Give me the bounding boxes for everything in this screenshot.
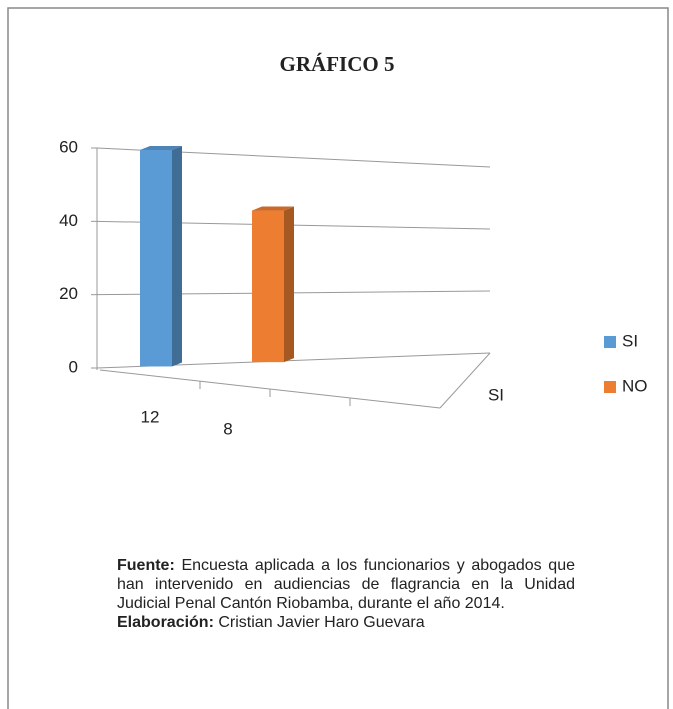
- frame: [7, 7, 669, 709]
- y-tick-label: 20: [59, 284, 78, 303]
- bar: [252, 210, 284, 363]
- legend-label: NO: [622, 376, 648, 395]
- author-label: Elaboración:: [117, 614, 214, 631]
- bar-top: [140, 145, 182, 150]
- source-text: Encuesta aplicada a los funcionarios y a…: [117, 557, 575, 612]
- source: Fuente: Encuesta aplicada a los funciona…: [117, 556, 575, 613]
- author: Elaboración: Cristian Javier Haro Guevar…: [117, 613, 575, 632]
- source-label: Fuente:: [117, 557, 175, 574]
- y-tick-label: 40: [59, 211, 78, 230]
- bar: [140, 149, 172, 367]
- legend-label: SI: [622, 331, 638, 350]
- author-text: Cristian Javier Haro Guevara: [218, 614, 425, 631]
- y-tick-label: 0: [69, 357, 78, 376]
- notes: Fuente: Encuesta aplicada a los funciona…: [117, 556, 575, 632]
- x-tick-label: 8: [223, 419, 232, 438]
- chart-title: GRÁFICO 5: [280, 52, 395, 76]
- bar-side: [172, 145, 182, 367]
- y-tick-label: 60: [59, 137, 78, 156]
- depth-label: SI: [488, 385, 504, 404]
- x-tick-label: 12: [141, 407, 160, 426]
- legend-swatch: [604, 381, 616, 393]
- legend-swatch: [604, 336, 616, 348]
- bar-top: [252, 206, 294, 211]
- bar-side: [284, 206, 294, 363]
- floor-edge: [439, 352, 491, 409]
- plot: 0 20 40 60 12 8 SI SI NO: [59, 137, 647, 438]
